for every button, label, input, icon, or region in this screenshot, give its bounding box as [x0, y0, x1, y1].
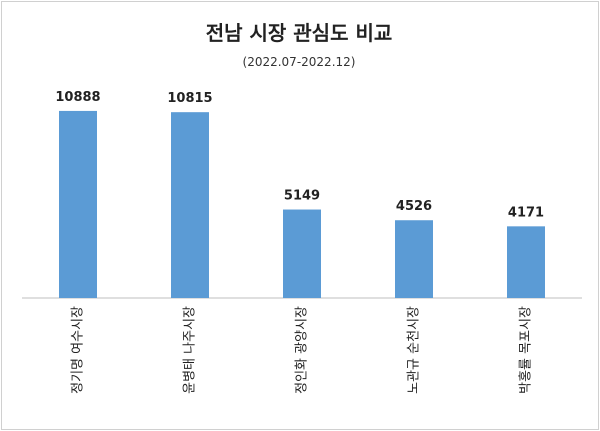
bar-0 — [59, 110, 97, 298]
data-label-4: 4171 — [508, 205, 544, 220]
category-label-4: 박홍률 목포시장 — [519, 306, 534, 394]
plot-area: 10888 정기명 여수시장 10815 윤병태 나주시장 5149 정인화 광양시장 45… — [22, 90, 582, 394]
bar-2 — [283, 209, 321, 298]
data-label-3: 4526 — [396, 199, 432, 214]
chart-subtitle: (2022.07-2022.12) — [243, 55, 356, 69]
bar-3 — [395, 220, 433, 298]
category-label-3: 노관규 순천시장 — [407, 306, 422, 394]
chart-title: 전남 시장 관심도 비교 — [206, 21, 393, 45]
data-label-0: 10888 — [55, 90, 100, 105]
category-label-2: 정인화 광양시장 — [295, 306, 310, 394]
data-label-2: 5149 — [284, 189, 320, 204]
category-label-1: 윤병태 나주시장 — [183, 306, 198, 394]
category-label-0: 정기명 여수시장 — [71, 306, 86, 394]
data-label-1: 10815 — [167, 91, 212, 106]
bar-4 — [507, 226, 545, 298]
bar-1 — [171, 112, 209, 298]
